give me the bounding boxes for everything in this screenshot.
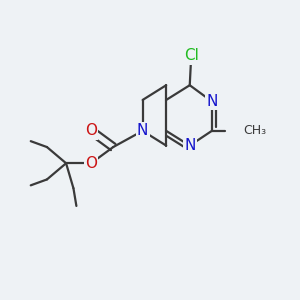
Text: O: O — [85, 156, 97, 171]
Text: N: N — [137, 123, 148, 138]
Text: N: N — [184, 138, 195, 153]
Text: N: N — [206, 94, 218, 109]
Text: CH₃: CH₃ — [243, 124, 266, 137]
Text: O: O — [85, 123, 97, 138]
Text: Cl: Cl — [184, 48, 199, 63]
